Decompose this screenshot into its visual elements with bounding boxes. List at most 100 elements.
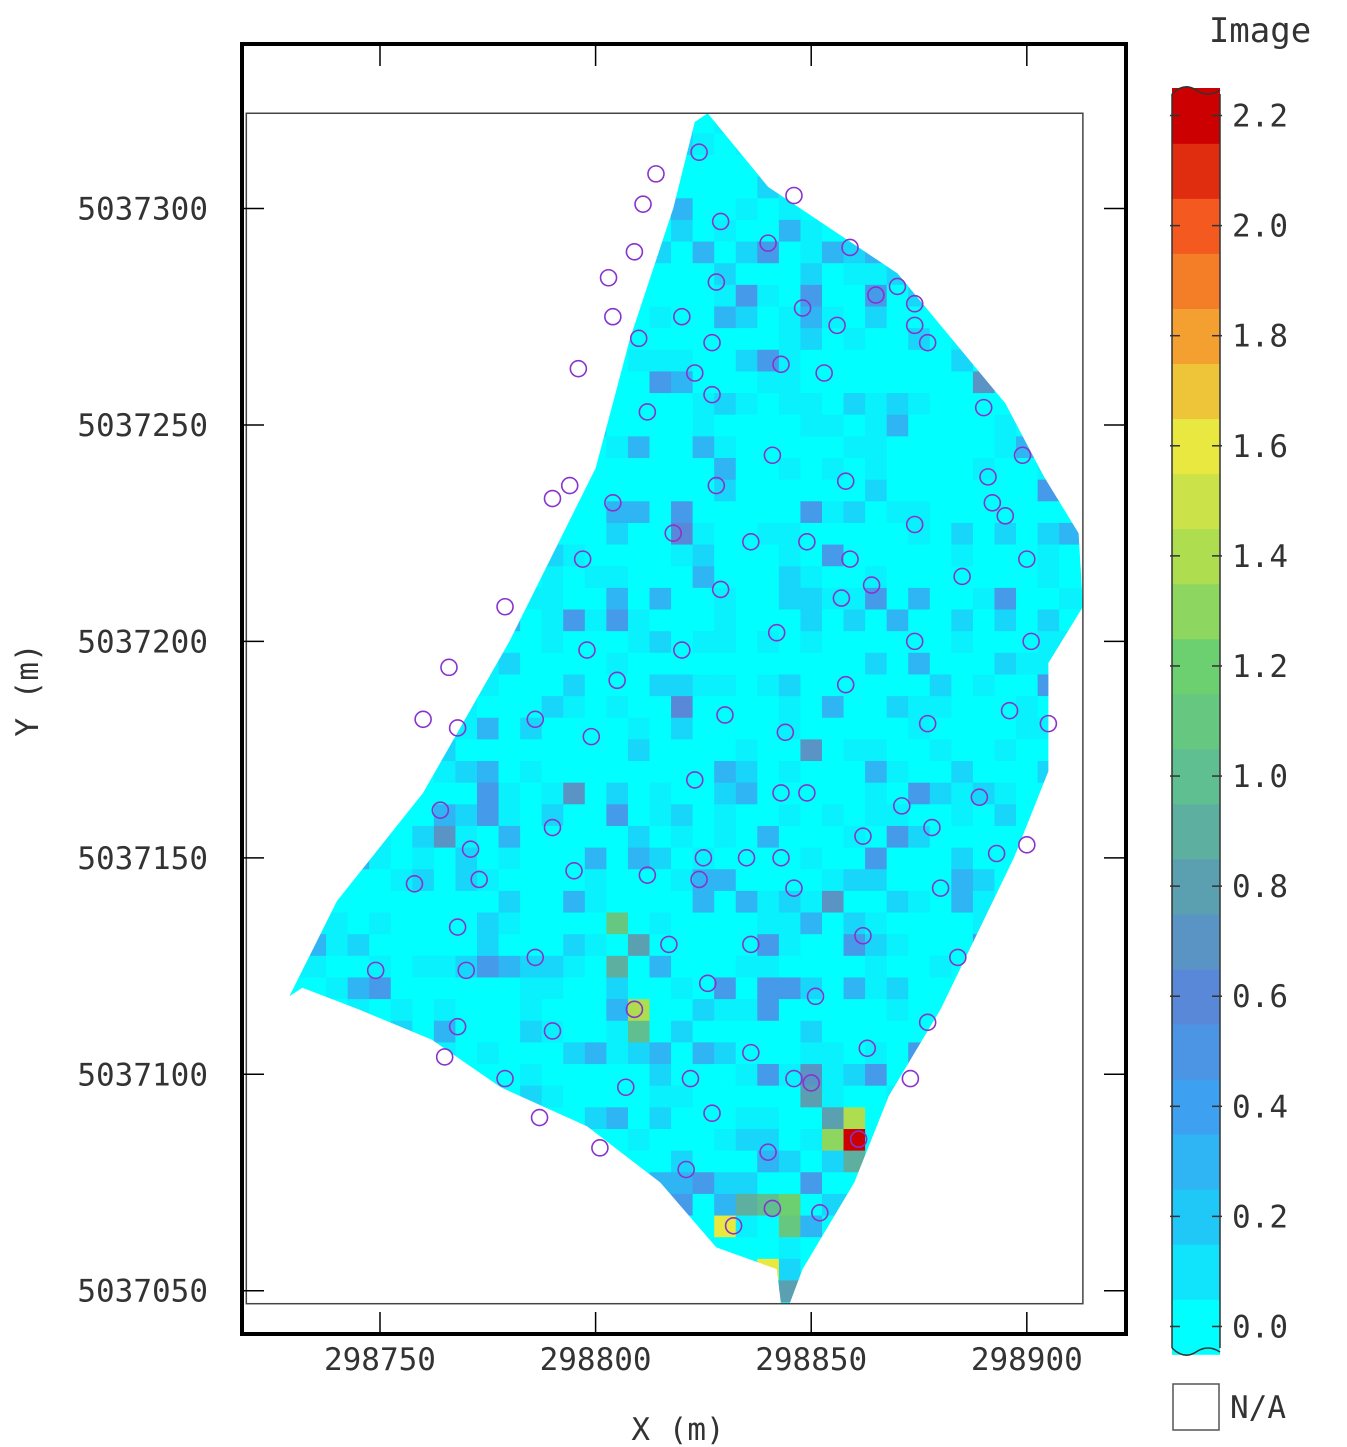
heatmap-cell [627,890,651,913]
heatmap-cell [865,392,888,415]
heatmap-cell [821,782,845,805]
heatmap-cell [778,219,802,242]
heatmap-cell [735,803,758,826]
heatmap-cell [800,1193,823,1216]
heatmap-cell [908,327,931,350]
heatmap-cell [584,1041,607,1065]
heatmap-cell [498,1020,521,1043]
heatmap-cell [757,890,780,913]
heatmap-cell [584,1085,607,1108]
heatmap-cell [455,955,478,978]
heatmap-cell [692,890,715,913]
heatmap-cell [843,435,866,459]
heatmap-cell [584,1020,607,1043]
heatmap-cell [498,673,521,697]
heatmap-cell [563,998,586,1021]
plot-frame [240,42,1128,1336]
heatmap-cell [1016,500,1039,523]
heatmap-cell [692,1063,715,1086]
sample-point [983,494,1002,512]
heatmap-cell [671,803,694,826]
heatmap-cell [627,955,651,978]
sample-point [634,195,652,213]
heatmap-cell [778,479,802,502]
heatmap-cell [714,890,737,913]
heatmap-cell [886,522,909,545]
heatmap-cell [671,262,694,285]
heatmap-cell [843,630,866,653]
heatmap-cell [778,305,802,329]
heatmap-cell [972,847,996,870]
heatmap-cell [757,1063,780,1086]
heatmap-cell [563,717,586,740]
heatmap-cell [972,479,996,502]
heatmap-cell [735,327,758,350]
heatmap-cell [951,825,974,848]
heatmap-cell [843,803,866,826]
sample-point [703,333,721,352]
heatmap-cell [563,652,586,675]
heatmap-cell [821,630,845,653]
heatmap-cell [606,543,629,567]
heatmap-cell [347,933,370,956]
heatmap-cell [929,479,952,502]
heatmap-cell [778,457,802,480]
heatmap-cell [714,479,737,502]
heatmap-cell [843,587,866,610]
sample-point [905,515,924,534]
heatmap-cell [692,738,715,762]
heatmap-cell [649,673,672,697]
heatmap-cell [455,738,478,762]
heatmap-cell [606,435,629,459]
heatmap-cell [757,284,780,307]
heatmap-cell [800,782,823,805]
heatmap-cell [671,392,694,415]
heatmap-cell [520,738,543,762]
heatmap-cell [563,911,586,935]
heatmap-cell [606,890,629,913]
heatmap-cell [800,435,823,459]
heatmap-cell [865,522,888,545]
heatmap-cell [908,825,931,848]
heatmap-cell [972,803,996,826]
heatmap-cell [843,522,866,545]
heatmap-cell [627,565,651,588]
heatmap-cell [778,868,802,891]
heatmap-cell [412,803,435,826]
heatmap-cell [951,457,974,480]
heatmap-cell [821,695,845,718]
heatmap-cell [757,1128,780,1151]
heatmap-cell [563,695,586,718]
heatmap-cell [714,262,737,285]
heatmap-cell [929,630,952,653]
heatmap-cell [821,305,845,329]
heatmap-cell [778,1063,802,1086]
heatmap-cell [843,1150,866,1173]
heatmap-cell [671,652,694,675]
sample-point [711,580,730,599]
na-label: N/A [1230,1390,1286,1426]
heatmap-cell [800,911,823,935]
colorbar-band [1172,143,1220,199]
heatmap-cell [520,760,543,783]
heatmap-cell [627,435,651,459]
heatmap-cell [994,673,1017,697]
heatmap-cell [627,652,651,675]
heatmap-cell [908,479,931,502]
heatmap-cell [972,565,996,588]
heatmap-cell [800,284,823,307]
heatmap-cell [477,695,500,718]
heatmap-cell [606,976,629,1000]
heatmap-cell [757,327,780,350]
heatmap-cell [821,543,845,567]
heatmap-cell [584,479,607,502]
heatmap-cell [498,868,521,891]
heatmap-cell [800,262,823,285]
heatmap-cell [692,176,715,199]
heatmap-cell [692,197,715,220]
heatmap-cell [606,1020,629,1043]
heatmap-cell [606,500,629,523]
heatmap-cell [843,976,866,1000]
heatmap-cell [692,284,715,307]
